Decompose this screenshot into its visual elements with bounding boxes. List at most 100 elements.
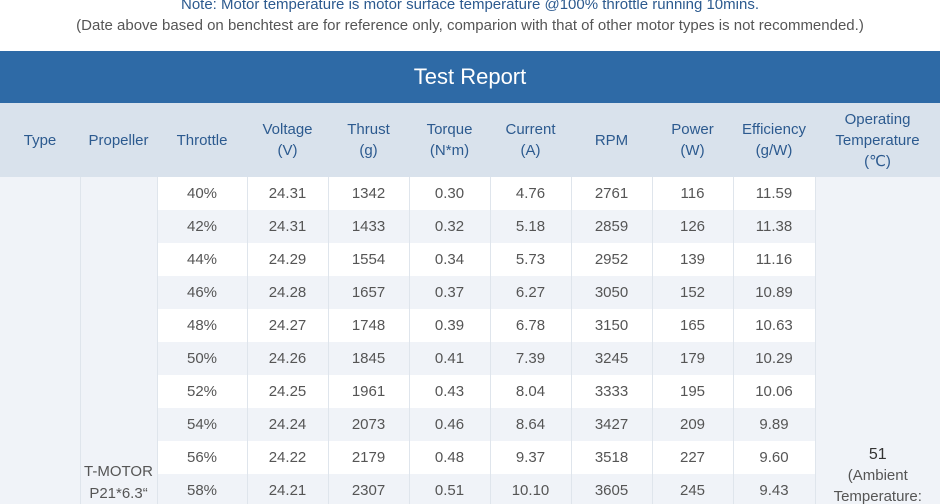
test-report-banner: Test Report — [0, 51, 940, 103]
table-row: 48% 24.27 1748 0.39 6.78 3150 165 10.63 — [0, 309, 940, 342]
cell-power: 179 — [651, 342, 733, 375]
cell-throttle: 54% — [156, 408, 247, 441]
cell-torque: 0.48 — [408, 441, 490, 474]
cell-throttle: 52% — [156, 375, 247, 408]
cell-efficiency: 9.60 — [732, 441, 815, 474]
cell-current: 7.39 — [489, 342, 571, 375]
cell-thrust: 2179 — [327, 441, 409, 474]
cell-torque: 0.46 — [408, 408, 490, 441]
cell-voltage: 24.25 — [246, 375, 328, 408]
cell-throttle: 48% — [156, 309, 247, 342]
cell-thrust: 1845 — [327, 342, 409, 375]
cell-power: 227 — [651, 441, 733, 474]
cell-rpm: 2952 — [570, 243, 652, 276]
cell-rpm: 3150 — [570, 309, 652, 342]
temperature-value: 51 — [868, 446, 887, 463]
propeller-label: T-MOTOR — [84, 463, 153, 480]
propeller-cell: T-MOTOR P21*6.3“ — [79, 177, 157, 504]
cell-thrust: 1433 — [327, 210, 409, 243]
header-thrust: Thrust (g) — [328, 103, 409, 177]
header-torque: Torque (N*m) — [409, 103, 490, 177]
cell-rpm: 2859 — [570, 210, 652, 243]
ambient-label: (Ambient — [847, 467, 908, 484]
header-voltage: Voltage (V) — [247, 103, 328, 177]
cell-rpm: 3427 — [570, 408, 652, 441]
cell-throttle: 42% — [156, 210, 247, 243]
cell-thrust: 1657 — [327, 276, 409, 309]
cell-current: 8.64 — [489, 408, 571, 441]
header-throttle: Throttle — [157, 103, 247, 177]
cell-current: 10.10 — [489, 474, 571, 504]
cell-efficiency: 11.59 — [732, 177, 815, 210]
banner-title: Test Report — [413, 64, 527, 89]
cell-rpm: 3245 — [570, 342, 652, 375]
cell-current: 4.76 — [489, 177, 571, 210]
cell-current: 9.37 — [489, 441, 571, 474]
cell-thrust: 1748 — [327, 309, 409, 342]
cell-current: 6.27 — [489, 276, 571, 309]
table-row: 56% 24.22 2179 0.48 9.37 3518 227 9.60 — [0, 441, 940, 474]
cell-voltage: 24.22 — [246, 441, 328, 474]
cell-thrust: 2307 — [327, 474, 409, 504]
cell-thrust: 1554 — [327, 243, 409, 276]
cell-voltage: 24.29 — [246, 243, 328, 276]
cell-voltage: 24.28 — [246, 276, 328, 309]
cell-voltage: 24.27 — [246, 309, 328, 342]
cell-torque: 0.30 — [408, 177, 490, 210]
cell-power: 139 — [651, 243, 733, 276]
table-row: 52% 24.25 1961 0.43 8.04 3333 195 10.06 — [0, 375, 940, 408]
header-current: Current (A) — [490, 103, 571, 177]
table-row: 46% 24.28 1657 0.37 6.27 3050 152 10.89 — [0, 276, 940, 309]
cell-throttle: 58% — [156, 474, 247, 504]
cell-current: 5.18 — [489, 210, 571, 243]
cell-throttle: 44% — [156, 243, 247, 276]
cell-thrust: 1342 — [327, 177, 409, 210]
cell-efficiency: 11.38 — [732, 210, 815, 243]
cell-torque: 0.32 — [408, 210, 490, 243]
cell-throttle: 46% — [156, 276, 247, 309]
cell-efficiency: 10.89 — [732, 276, 815, 309]
propeller-label: P21*6.3“ — [89, 485, 148, 502]
cell-rpm: 3605 — [570, 474, 652, 504]
cell-efficiency: 9.43 — [732, 474, 815, 504]
header-row: Type Propeller Throttle Voltage (V) Thrus… — [0, 103, 940, 177]
cell-throttle: 40% — [156, 177, 247, 210]
test-report-table: Type Propeller Throttle Voltage (V) Thrus… — [0, 103, 940, 504]
cell-power: 209 — [651, 408, 733, 441]
cell-efficiency: 10.29 — [732, 342, 815, 375]
cell-voltage: 24.31 — [246, 210, 328, 243]
table-row: 50% 24.26 1845 0.41 7.39 3245 179 10.29 — [0, 342, 940, 375]
table-row: 58% 24.21 2307 0.51 10.10 3605 245 9.43 — [0, 474, 940, 504]
temperature-cell: 51 (Ambient Temperature: — [814, 177, 940, 504]
cell-efficiency: 9.89 — [732, 408, 815, 441]
cell-voltage: 24.26 — [246, 342, 328, 375]
cell-torque: 0.41 — [408, 342, 490, 375]
cell-throttle: 50% — [156, 342, 247, 375]
cell-power: 245 — [651, 474, 733, 504]
cell-power: 126 — [651, 210, 733, 243]
cell-efficiency: 10.63 — [732, 309, 815, 342]
cell-torque: 0.34 — [408, 243, 490, 276]
table-row: 54% 24.24 2073 0.46 8.64 3427 209 9.89 — [0, 408, 940, 441]
cell-rpm: 3333 — [570, 375, 652, 408]
table-row: 42% 24.31 1433 0.32 5.18 2859 126 11.38 — [0, 210, 940, 243]
temperature-note: Note: Motor temperature is motor surface… — [181, 0, 759, 13]
cell-current: 6.78 — [489, 309, 571, 342]
cell-rpm: 2761 — [570, 177, 652, 210]
cell-torque: 0.43 — [408, 375, 490, 408]
cell-power: 116 — [651, 177, 733, 210]
header-type: Type — [0, 103, 80, 177]
header-propeller: Propeller — [80, 103, 157, 177]
cell-thrust: 2073 — [327, 408, 409, 441]
cell-efficiency: 10.06 — [732, 375, 815, 408]
type-cell — [0, 177, 80, 504]
table-row: T-MOTOR P21*6.3“ 40% 24.31 1342 0.30 4.76 2761 1… — [0, 177, 940, 504]
header-temperature: Operating Temperature (℃) — [815, 103, 940, 177]
header-rpm: RPM — [571, 103, 652, 177]
cell-power: 165 — [651, 309, 733, 342]
table-row: 44% 24.29 1554 0.34 5.73 2952 139 11.16 — [0, 243, 940, 276]
cell-voltage: 24.31 — [246, 177, 328, 210]
header-power: Power (W) — [652, 103, 733, 177]
cell-power: 195 — [651, 375, 733, 408]
cell-current: 8.04 — [489, 375, 571, 408]
